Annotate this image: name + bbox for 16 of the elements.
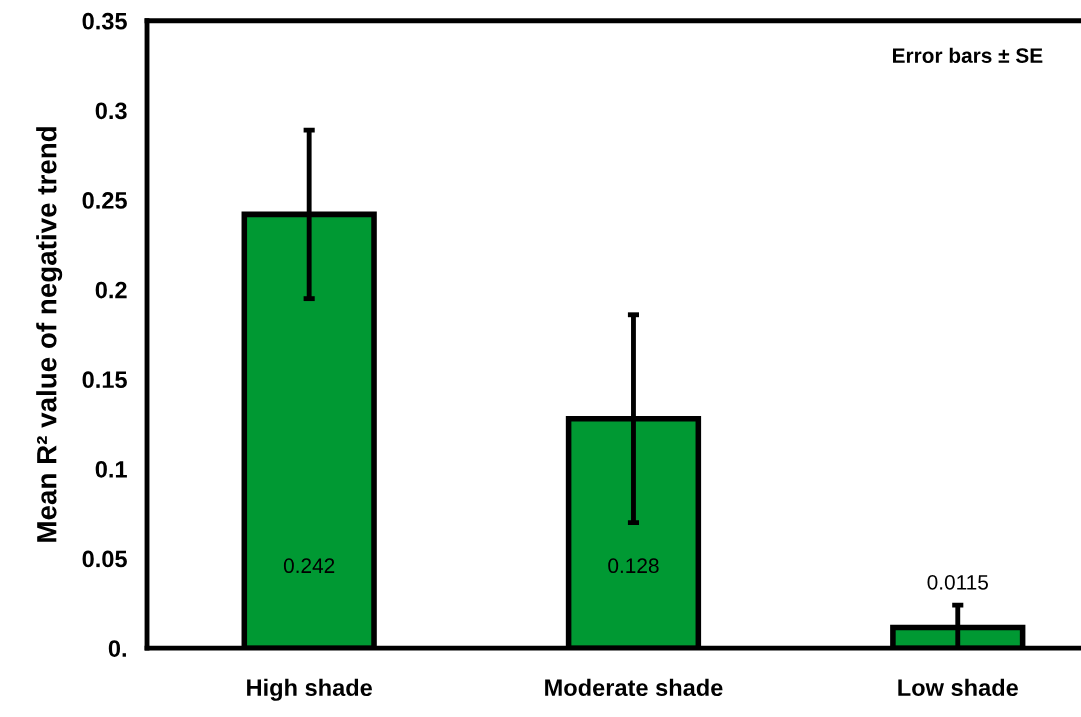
y-tick-label: 0.1 xyxy=(95,460,127,478)
x-tick-label: High shade xyxy=(247,678,372,701)
y-tick-label: 0.15 xyxy=(82,371,127,389)
y-tick-label: 0.25 xyxy=(82,192,127,209)
annotation: Error bars ± SE xyxy=(893,47,1043,63)
x-tick-label: Low shade xyxy=(898,678,1018,697)
data-label: 0.0115 xyxy=(927,574,988,590)
data-label: 0.242 xyxy=(283,558,335,574)
y-tick-label: 0.3 xyxy=(95,102,127,120)
y-tick-label: 0.05 xyxy=(82,550,127,568)
data-label: 0.128 xyxy=(608,558,659,574)
y-tick-label: 0. xyxy=(108,640,126,657)
y-tick-label: 0.2 xyxy=(95,281,127,299)
x-tick-label: Moderate shade xyxy=(545,678,723,697)
y-tick-label: 0.35 xyxy=(82,12,127,30)
y-axis-title: Mean R² value of negative trend xyxy=(36,127,63,542)
